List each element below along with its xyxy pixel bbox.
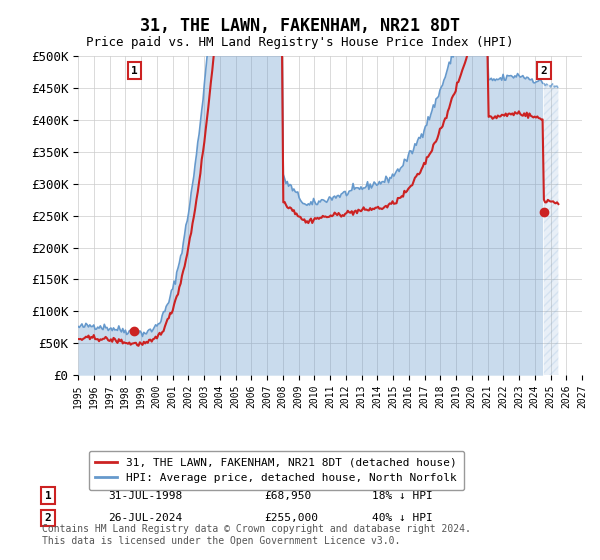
Text: £255,000: £255,000 (264, 513, 318, 523)
Legend: 31, THE LAWN, FAKENHAM, NR21 8DT (detached house), HPI: Average price, detached : 31, THE LAWN, FAKENHAM, NR21 8DT (detach… (89, 451, 464, 490)
Text: 1: 1 (44, 491, 52, 501)
Text: Contains HM Land Registry data © Crown copyright and database right 2024.
This d: Contains HM Land Registry data © Crown c… (42, 524, 471, 546)
Text: 1: 1 (131, 66, 138, 76)
Text: 26-JUL-2024: 26-JUL-2024 (108, 513, 182, 523)
Text: 2: 2 (44, 513, 52, 523)
Text: £68,950: £68,950 (264, 491, 311, 501)
Text: 40% ↓ HPI: 40% ↓ HPI (372, 513, 433, 523)
Text: 31-JUL-1998: 31-JUL-1998 (108, 491, 182, 501)
Text: 18% ↓ HPI: 18% ↓ HPI (372, 491, 433, 501)
Text: Price paid vs. HM Land Registry's House Price Index (HPI): Price paid vs. HM Land Registry's House … (86, 36, 514, 49)
Text: 31, THE LAWN, FAKENHAM, NR21 8DT: 31, THE LAWN, FAKENHAM, NR21 8DT (140, 17, 460, 35)
Text: 2: 2 (541, 66, 547, 76)
